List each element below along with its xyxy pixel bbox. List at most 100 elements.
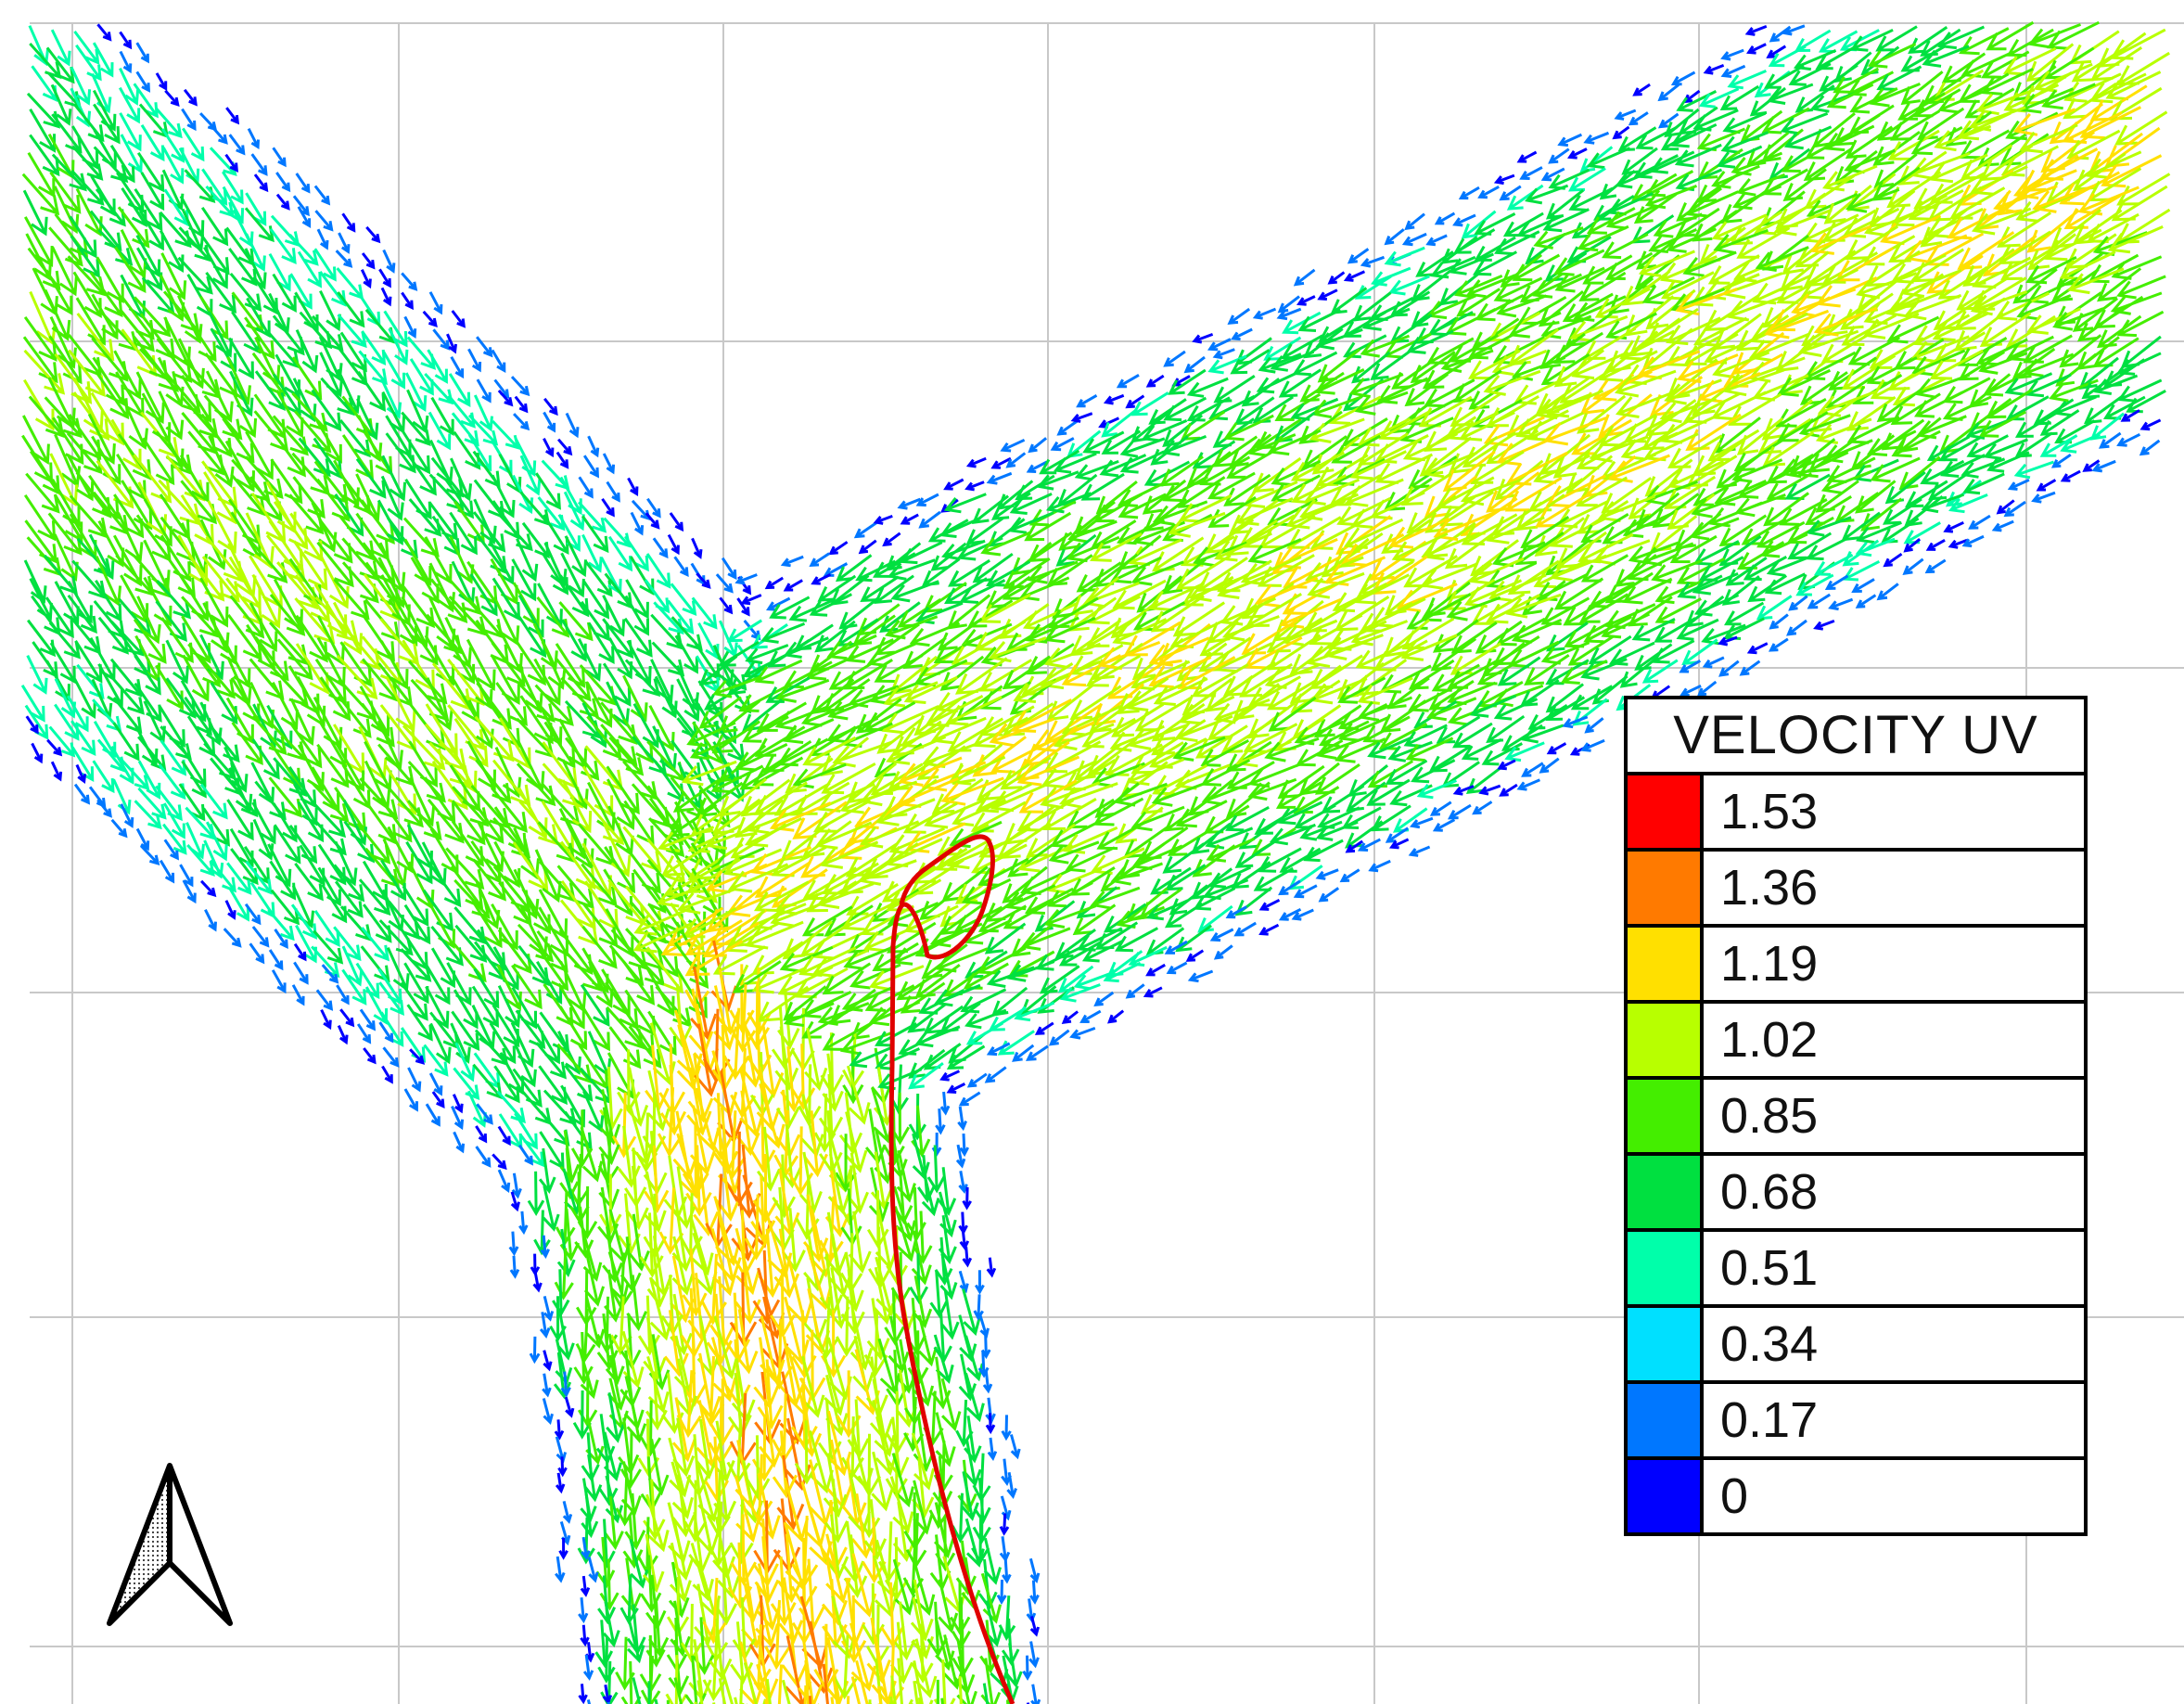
velocity-vector bbox=[97, 228, 134, 266]
velocity-vector bbox=[1761, 107, 1810, 135]
velocity-vector bbox=[2091, 459, 2116, 473]
velocity-vector bbox=[875, 1022, 918, 1047]
velocity-vector bbox=[601, 497, 615, 518]
velocity-vector bbox=[557, 1456, 568, 1478]
velocity-vector bbox=[1764, 64, 1805, 89]
velocity-vector bbox=[1096, 820, 1147, 851]
velocity-vector bbox=[682, 1248, 708, 1317]
velocity-vector bbox=[1006, 1471, 1017, 1500]
velocity-vector bbox=[316, 743, 350, 788]
velocity-vector bbox=[179, 454, 210, 504]
velocity-vector bbox=[1267, 634, 1322, 671]
velocity-vector bbox=[1579, 146, 1614, 173]
velocity-vector bbox=[410, 557, 440, 604]
velocity-vector bbox=[430, 396, 454, 436]
velocity-vector bbox=[1680, 684, 1702, 698]
velocity-vector bbox=[908, 1061, 944, 1090]
velocity-vector bbox=[2031, 491, 2056, 504]
velocity-vector bbox=[452, 1094, 464, 1114]
velocity-vector bbox=[1851, 578, 1875, 594]
velocity-vector bbox=[705, 863, 768, 894]
velocity-vector bbox=[1720, 64, 1746, 78]
velocity-vector bbox=[118, 86, 141, 124]
velocity-vector bbox=[1488, 573, 1547, 602]
velocity-vector bbox=[676, 665, 699, 711]
velocity-vector bbox=[268, 252, 291, 292]
velocity-vector bbox=[112, 722, 140, 762]
velocity-vector bbox=[1472, 250, 1518, 276]
velocity-vector bbox=[228, 888, 249, 922]
velocity-vector bbox=[1125, 394, 1145, 409]
velocity-vector bbox=[596, 1518, 616, 1569]
velocity-vector bbox=[951, 1493, 971, 1544]
velocity-vector bbox=[200, 413, 233, 458]
velocity-vector bbox=[1548, 147, 1570, 164]
velocity-vector bbox=[1053, 452, 1097, 474]
velocity-vector bbox=[1504, 741, 1545, 762]
velocity-vector bbox=[734, 1309, 759, 1375]
velocity-vector bbox=[335, 250, 353, 268]
velocity-vector bbox=[1797, 451, 1849, 479]
velocity-vector bbox=[753, 781, 808, 815]
velocity-vector bbox=[1903, 538, 1922, 553]
velocity-vector bbox=[1341, 417, 1388, 447]
velocity-vector bbox=[1349, 450, 1407, 480]
velocity-vector bbox=[268, 949, 284, 971]
velocity-vector bbox=[1278, 879, 1301, 896]
velocity-vector bbox=[689, 1215, 714, 1276]
velocity-vector bbox=[428, 411, 452, 451]
velocity-vector bbox=[519, 455, 542, 496]
velocity-vector bbox=[120, 134, 143, 174]
velocity-vector bbox=[696, 572, 711, 589]
velocity-vector bbox=[1086, 614, 1142, 647]
velocity-vector bbox=[1374, 453, 1434, 484]
velocity-vector bbox=[1472, 801, 1493, 815]
velocity-vector bbox=[299, 844, 326, 886]
velocity-vector bbox=[1996, 499, 2015, 515]
legend-row-8: 0.34 bbox=[1628, 1308, 2084, 1384]
velocity-vector bbox=[696, 1680, 704, 1704]
velocity-vector bbox=[472, 1063, 503, 1100]
velocity-vector bbox=[453, 989, 479, 1030]
velocity-vector bbox=[1911, 248, 1965, 283]
velocity-vector bbox=[1524, 654, 1570, 685]
velocity-vector bbox=[316, 478, 351, 522]
legend-value: 0.51 bbox=[1720, 1240, 1819, 1296]
velocity-vector bbox=[849, 1622, 876, 1692]
velocity-vector bbox=[298, 437, 331, 478]
velocity-vector bbox=[562, 1501, 573, 1524]
velocity-vector bbox=[1552, 437, 1605, 479]
velocity-vector bbox=[2086, 150, 2142, 179]
velocity-vector bbox=[476, 1103, 493, 1125]
velocity-vector bbox=[1465, 765, 1503, 795]
velocity-vector bbox=[1314, 368, 1365, 395]
velocity-vector bbox=[784, 1296, 810, 1365]
velocity-vector bbox=[1368, 859, 1391, 873]
velocity-legend: VELOCITY UV 1.53 1.36 1.19 1.02 0.85 0.6… bbox=[1624, 696, 2088, 1536]
velocity-vector bbox=[1644, 184, 1698, 210]
velocity-vector bbox=[698, 1356, 725, 1428]
velocity-vector bbox=[1890, 109, 1941, 141]
velocity-vector bbox=[587, 1031, 612, 1078]
velocity-vector bbox=[1145, 374, 1165, 388]
velocity-vector bbox=[121, 480, 153, 531]
velocity-vector bbox=[1702, 656, 1725, 669]
velocity-vector bbox=[2111, 255, 2163, 280]
velocity-vector bbox=[627, 477, 639, 497]
velocity-vector bbox=[1257, 847, 1302, 873]
velocity-vector bbox=[809, 1209, 835, 1278]
velocity-vector bbox=[940, 1290, 960, 1340]
velocity-vector bbox=[654, 675, 678, 719]
velocity-vector bbox=[1635, 125, 1678, 150]
velocity-vector bbox=[1566, 147, 1588, 160]
velocity-vector bbox=[958, 1270, 969, 1294]
velocity-vector bbox=[1152, 500, 1208, 526]
velocity-vector bbox=[1720, 131, 1769, 154]
velocity-vector bbox=[640, 1400, 662, 1457]
velocity-vector bbox=[715, 573, 734, 594]
velocity-vector bbox=[934, 983, 981, 1007]
velocity-vector bbox=[940, 776, 1004, 806]
velocity-vector bbox=[48, 621, 82, 660]
velocity-vector bbox=[1185, 949, 1205, 962]
velocity-vector bbox=[615, 1473, 636, 1527]
